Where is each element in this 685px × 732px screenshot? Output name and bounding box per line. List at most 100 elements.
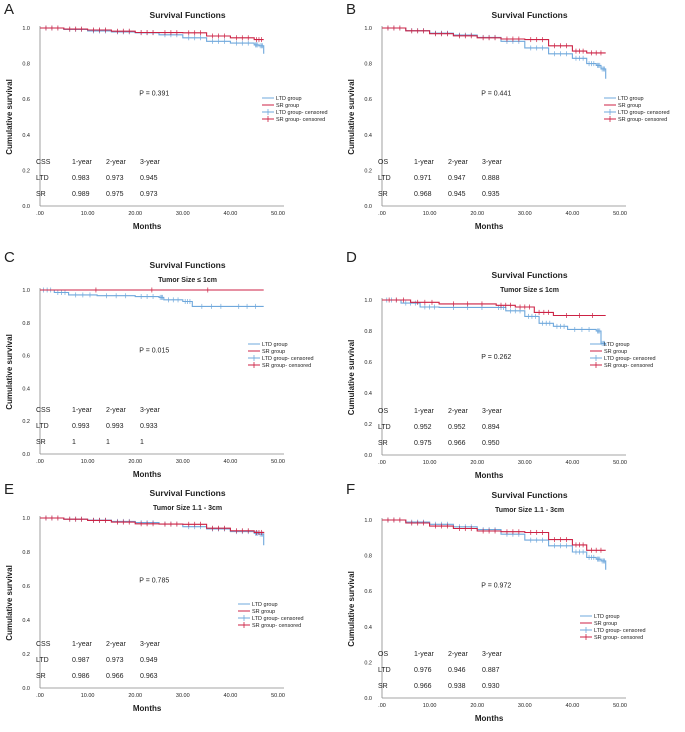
y-axis-label: Cumulative survival [347, 571, 356, 647]
ltd-censor-marks [43, 287, 256, 309]
table-header-cell: 2-year [448, 651, 469, 658]
chart-title: Survival Functions [150, 10, 226, 20]
y-tick-label: 1.0 [22, 26, 30, 32]
survival-table: OS 1-year 2-year 3-year LTD 0.976 0.946 0.887 SR… [378, 651, 503, 690]
y-tick-label: 0.6 [364, 589, 372, 595]
panel-f: F Survival Functions Tumor Size 1.1 - 3cm 0… [346, 481, 646, 723]
table-cell: 0.975 [106, 191, 124, 198]
y-axis-label: Cumulative survival [5, 334, 14, 410]
table-cell: 0.966 [414, 683, 432, 690]
table-cell: SR [378, 683, 388, 690]
table-header-cell: 3-year [140, 641, 161, 648]
chart-title: Survival Functions [150, 260, 226, 270]
table-cell: 0.968 [414, 191, 432, 198]
table-header-cell: 2-year [448, 159, 469, 166]
table-cell: 0.952 [414, 424, 432, 431]
table-cell: 0.946 [448, 667, 466, 674]
y-tick-label: 0.2 [22, 419, 30, 425]
legend-label: SR group- censored [262, 363, 311, 369]
x-tick-label: 10.00 [81, 693, 95, 699]
x-tick-label: 40.00 [224, 211, 238, 217]
x-tick-label: 20.00 [128, 693, 142, 699]
sr-censor-marks [45, 25, 262, 43]
table-header-cell: 2-year [106, 407, 127, 414]
y-tick-label: 0.6 [22, 97, 30, 103]
survival-table: OS 1-year 2-year 3-year LTD 0.952 0.952 0.894 SR… [378, 408, 503, 447]
table-cell: 0.989 [72, 191, 90, 198]
sr-censor-marks [95, 287, 209, 293]
table-header-cell: CSS [36, 641, 51, 648]
y-tick-label: 0.8 [364, 62, 372, 68]
survival-table: CSS 1-year 2-year 3-year LTD 0.987 0.973 0.949 S… [36, 641, 161, 680]
table-cell: 0.888 [482, 175, 500, 182]
table-cell: 0.987 [72, 657, 90, 664]
y-tick-label: 0.2 [364, 422, 372, 428]
y-tick-label: 0.6 [22, 354, 30, 360]
table-cell: LTD [378, 667, 391, 674]
x-tick-label: 50.00 [271, 459, 285, 465]
panel-e: E Survival Functions Tumor Size 1.1 - 3cm 0… [4, 481, 304, 713]
table-cell: 0.983 [72, 175, 90, 182]
table-header-cell: 3-year [482, 651, 503, 658]
legend-label: SR group [594, 621, 617, 627]
table-header-cell: 1-year [414, 408, 435, 415]
x-tick-label: 30.00 [518, 460, 532, 466]
p-value: P = 0.262 [481, 354, 511, 361]
table-header-cell: 3-year [140, 159, 161, 166]
legend-label: LTD group [604, 342, 630, 348]
table-cell: 0.973 [140, 191, 158, 198]
x-tick-label: 50.00 [271, 693, 285, 699]
legend-label: SR group [604, 349, 627, 355]
ltd-survival-line [382, 299, 607, 345]
x-tick-label: 30.00 [176, 459, 190, 465]
table-cell: SR [36, 673, 46, 680]
table-header-cell: 2-year [106, 641, 127, 648]
table-cell: 0.938 [448, 683, 466, 690]
chart-title: Survival Functions [150, 488, 226, 498]
chart-subtitle: Tumor Size 1.1 - 3cm [153, 505, 222, 512]
x-tick-label: 40.00 [224, 693, 238, 699]
panel-letter: B [346, 1, 356, 18]
legend-label: SR group- censored [618, 117, 667, 123]
y-tick-label: 0.2 [364, 168, 372, 174]
table-header-cell: 1-year [72, 641, 93, 648]
y-tick-label: 1.0 [364, 298, 372, 304]
sr-survival-line [382, 519, 606, 551]
x-tick-label: .00 [378, 460, 386, 466]
x-tick-label: 50.00 [271, 211, 285, 217]
y-tick-label: 0.8 [22, 62, 30, 68]
panel-letter: C [4, 249, 15, 266]
table-header-cell: 3-year [482, 408, 503, 415]
x-tick-label: 50.00 [613, 211, 627, 217]
ltd-survival-line [382, 27, 607, 79]
p-value: P = 0.391 [139, 91, 169, 98]
table-cell: SR [36, 439, 46, 446]
y-tick-label: 0.8 [22, 550, 30, 556]
y-tick-label: 0.2 [22, 652, 30, 658]
y-tick-label: 0.4 [22, 386, 30, 392]
chart-subtitle: Tumor Size ≤ 1cm [158, 277, 217, 284]
p-value: P = 0.441 [481, 91, 511, 98]
legend-label: SR group- censored [252, 623, 301, 629]
x-tick-label: 10.00 [423, 211, 437, 217]
table-cell: 0.949 [140, 657, 158, 664]
table-header-cell: OS [378, 408, 388, 415]
y-axis-label: Cumulative survival [347, 340, 356, 416]
table-cell: 0.952 [448, 424, 466, 431]
x-tick-label: 10.00 [81, 211, 95, 217]
chart-subtitle: Tumor Size 1.1 - 3cm [495, 507, 564, 514]
sr-censor-marks [45, 515, 262, 535]
sr-censor-marks [388, 297, 593, 318]
legend-label: LTD group- censored [262, 356, 314, 362]
x-axis-label: Months [475, 222, 504, 231]
legend-label: SR group- censored [594, 635, 643, 641]
table-header-cell: OS [378, 651, 388, 658]
legend-label: LTD group- censored [276, 110, 328, 116]
legend-label: LTD group [276, 96, 302, 102]
table-cell: 0.973 [106, 657, 124, 664]
x-tick-label: 30.00 [176, 693, 190, 699]
table-cell: SR [378, 440, 388, 447]
y-tick-label: 0.8 [364, 554, 372, 560]
legend-label: LTD group [262, 342, 288, 348]
